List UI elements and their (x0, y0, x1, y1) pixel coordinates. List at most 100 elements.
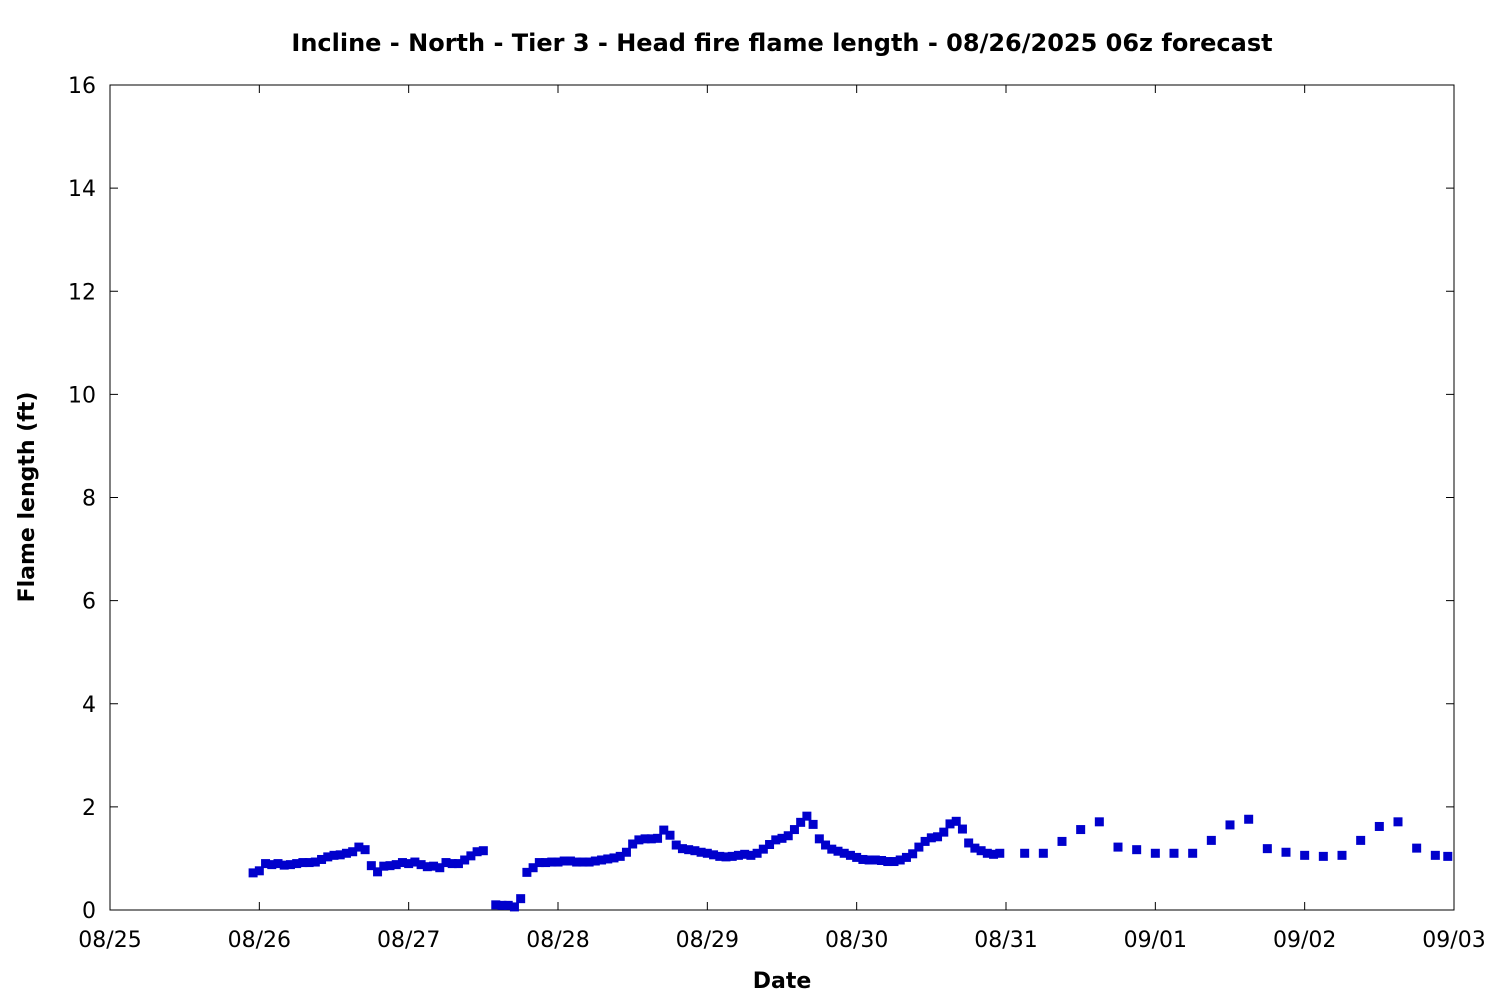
data-point (653, 833, 663, 843)
data-point (466, 851, 476, 861)
y-tick-label: 10 (68, 383, 96, 408)
data-point (727, 851, 737, 861)
data-point (541, 858, 551, 868)
data-point (920, 836, 930, 846)
x-tick-label: 08/28 (526, 928, 589, 953)
data-point (478, 846, 488, 856)
data-point (1206, 835, 1216, 845)
data-point (1318, 851, 1328, 861)
data-point (646, 834, 656, 844)
data-point (329, 850, 339, 860)
data-point (441, 858, 451, 868)
data-point (1337, 850, 1347, 860)
data-point (771, 835, 781, 845)
data-point (1169, 848, 1179, 858)
y-axis-ticks: 0 2 4 6 8 10 12 14 16 (68, 74, 1454, 924)
data-point (827, 844, 837, 854)
y-tick-label: 6 (82, 590, 96, 615)
data-point (509, 902, 519, 912)
x-tick-label: 09/03 (1422, 928, 1485, 953)
data-point (1225, 820, 1235, 830)
data-point (404, 859, 414, 869)
data-point (684, 845, 694, 855)
data-point (957, 824, 967, 834)
x-tick-label: 08/25 (78, 928, 141, 953)
data-point (553, 857, 563, 867)
data-point (640, 834, 650, 844)
data-point (821, 840, 831, 850)
data-point (951, 816, 961, 826)
data-point (597, 855, 607, 865)
data-point (889, 857, 899, 867)
data-point (765, 840, 775, 850)
data-point (1393, 817, 1403, 827)
data-point (335, 850, 345, 860)
data-point (634, 835, 644, 845)
y-axis-label: Flame length (ft) (15, 392, 40, 603)
data-point (491, 900, 501, 910)
data-point (267, 860, 277, 870)
data-point (1300, 850, 1310, 860)
data-point (945, 819, 955, 829)
data-point (690, 846, 700, 856)
data-point (665, 830, 675, 840)
data-point (621, 847, 631, 857)
data-point (970, 843, 980, 853)
data-point (740, 849, 750, 859)
data-point (796, 817, 806, 827)
data-point (572, 857, 582, 867)
data-point (534, 858, 544, 868)
data-point (995, 848, 1005, 858)
data-point (522, 867, 532, 877)
data-points (248, 811, 1453, 912)
data-point (1356, 835, 1366, 845)
data-point (1412, 843, 1422, 853)
data-point (908, 849, 918, 859)
y-tick-label: 14 (68, 177, 96, 202)
data-point (895, 855, 905, 865)
data-point (783, 831, 793, 841)
data-point (615, 851, 625, 861)
x-tick-label: 09/01 (1124, 928, 1187, 953)
data-point (497, 900, 507, 910)
chart-title: Incline - North - Tier 3 - Head fire fla… (291, 29, 1272, 57)
data-point (982, 848, 992, 858)
data-point (1038, 848, 1048, 858)
data-point (914, 842, 924, 852)
data-point (565, 856, 575, 866)
data-point (279, 860, 289, 870)
data-point (752, 848, 762, 858)
y-tick-label: 0 (82, 899, 96, 924)
data-point (1076, 825, 1086, 835)
data-point (503, 900, 513, 910)
data-point (870, 855, 880, 865)
data-point (852, 852, 862, 862)
data-point (261, 859, 271, 869)
data-point (1150, 848, 1160, 858)
data-point (1443, 851, 1453, 861)
data-point (696, 847, 706, 857)
y-tick-label: 4 (82, 693, 96, 718)
data-point (677, 844, 687, 854)
data-point (578, 857, 588, 867)
data-point (559, 856, 569, 866)
data-point (323, 852, 333, 862)
data-point (304, 858, 314, 868)
y-tick-label: 8 (82, 487, 96, 512)
data-point (429, 861, 439, 871)
data-point (802, 811, 812, 821)
data-point (248, 868, 258, 878)
data-point (603, 854, 613, 864)
data-point (366, 861, 376, 871)
data-point (1188, 848, 1198, 858)
data-point (1057, 836, 1067, 846)
x-tick-label: 08/31 (974, 928, 1037, 953)
data-point (939, 827, 949, 837)
y-tick-label: 2 (82, 796, 96, 821)
data-point (590, 856, 600, 866)
data-point (864, 855, 874, 865)
data-point (1281, 847, 1291, 857)
data-point (839, 848, 849, 858)
data-point (273, 859, 283, 869)
